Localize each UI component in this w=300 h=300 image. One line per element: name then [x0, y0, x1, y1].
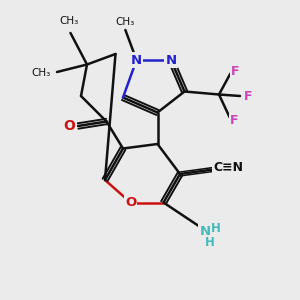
Text: F: F	[231, 64, 239, 78]
Text: CH₃: CH₃	[31, 68, 50, 79]
Text: F: F	[244, 89, 253, 103]
Text: O: O	[64, 119, 76, 133]
Text: O: O	[125, 196, 136, 209]
Text: CH₃: CH₃	[116, 16, 135, 27]
Text: F: F	[230, 113, 238, 127]
Text: CH₃: CH₃	[59, 16, 79, 26]
Text: N: N	[199, 225, 211, 239]
Text: C≡N: C≡N	[213, 160, 243, 174]
Text: N: N	[165, 53, 177, 67]
Text: H: H	[211, 221, 221, 235]
Text: N: N	[131, 53, 142, 67]
Text: H: H	[205, 236, 215, 250]
